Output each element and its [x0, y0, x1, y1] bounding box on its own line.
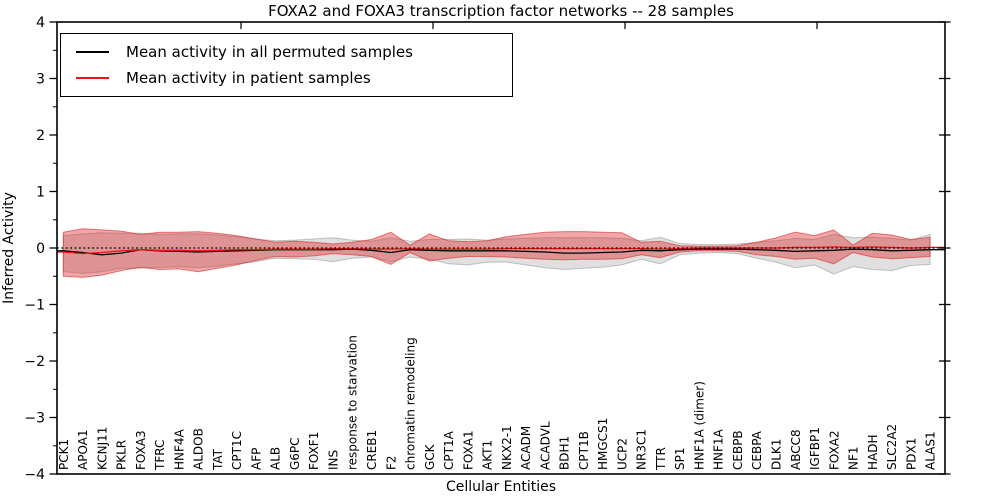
x-axis-entity-label: CEBPA	[750, 430, 764, 470]
y-axis-label: Inferred Activity	[1, 192, 17, 304]
patient-line-swatch	[76, 77, 109, 79]
x-axis-entity-label: SP1	[673, 448, 687, 471]
x-axis-entity-label: FOXA1	[461, 430, 475, 470]
x-axis-entity-label: AFP	[249, 448, 263, 470]
x-axis-entity-label: HNF4A	[172, 428, 186, 470]
x-axis-entity-label: HMGCS1	[596, 418, 610, 470]
x-axis-entity-label: TAT	[211, 448, 225, 471]
x-axis-entity-label: F2	[384, 455, 398, 470]
x-axis-entity-label: HNF1A	[712, 428, 726, 470]
x-axis-entity-label: CPT1B	[577, 431, 591, 470]
x-axis-entity-label: TFRC	[153, 440, 167, 471]
x-axis-entity-label: chromatin remodeling	[404, 337, 418, 470]
x-axis-entity-label: BDH1	[558, 436, 572, 470]
y-axis-tick-label: 1	[36, 185, 45, 201]
x-axis-entity-label: UCP2	[615, 438, 629, 470]
patient-mean-line	[57, 246, 945, 255]
x-axis-entity-label: GCK	[423, 443, 437, 470]
y-axis-tick-label: 4	[36, 15, 45, 31]
x-axis-entity-label: NF1	[847, 446, 861, 470]
x-axis-entity-label: APOA1	[76, 429, 90, 470]
permuted-mean-line	[57, 248, 945, 256]
legend: Mean activity in all permuted samples Me…	[60, 33, 513, 97]
permuted-line-swatch	[76, 51, 109, 53]
y-axis-tick-label: 2	[36, 128, 45, 144]
y-axis-tick-label: −4	[24, 467, 45, 483]
x-axis-entity-label: PKLR	[115, 440, 129, 470]
x-axis-entity-label: FOXF1	[307, 432, 321, 470]
x-axis-entity-label: ACADVL	[538, 421, 552, 470]
x-axis-entity-label: ALDOB	[192, 428, 206, 470]
x-axis-entity-label: PDX1	[904, 438, 918, 470]
x-axis-entity-label: FOXA2	[827, 430, 841, 470]
x-axis-entity-label: CREB1	[365, 430, 379, 470]
x-axis-entity-label: HNF1A (dimer)	[693, 381, 707, 470]
x-axis-entity-label: IGFBP1	[808, 427, 822, 470]
x-axis-entity-label: ALAS1	[924, 431, 938, 470]
x-axis-entity-label: NR3C1	[635, 429, 649, 470]
x-axis-entity-label: CEBPB	[731, 430, 745, 470]
x-axis-entity-label: ALB	[269, 447, 283, 470]
x-axis-label: Cellular Entities	[445, 479, 557, 495]
x-axis-entity-label: NKX2-1	[500, 425, 514, 470]
x-axis-entity-label: FOXA3	[134, 430, 148, 470]
x-axis-entity-label: response to starvation	[346, 335, 360, 470]
x-axis-entity-label: ABCC8	[789, 429, 803, 470]
plot-border	[56, 21, 946, 475]
x-axis-entity-label: KCNJ11	[95, 427, 109, 470]
legend-item-permuted: Mean activity in all permuted samples	[61, 39, 512, 65]
y-axis-tick-label: 3	[36, 72, 45, 88]
y-axis-tick-label: 0	[36, 241, 45, 257]
legend-label-permuted: Mean activity in all permuted samples	[126, 43, 413, 61]
x-axis-entity-label: ACADM	[519, 426, 533, 470]
x-axis-entity-label: SLC2A2	[885, 424, 899, 470]
patient-activity-range-band	[62, 228, 931, 278]
x-axis-entity-label: HADH	[866, 435, 880, 471]
y-axis-tick-label: −2	[24, 354, 45, 370]
x-axis-entity-label: CPT1A	[442, 430, 456, 470]
x-axis-entity-label: DLK1	[770, 439, 784, 470]
x-axis-entity-label: AKT1	[481, 440, 495, 470]
x-axis-entity-label: TTR	[654, 447, 668, 471]
x-axis-entity-label: CPT1C	[230, 431, 244, 470]
legend-item-patient: Mean activity in patient samples	[61, 65, 512, 91]
chart-title: FOXA2 and FOXA3 transcription factor net…	[268, 2, 734, 20]
legend-label-patient: Mean activity in patient samples	[126, 69, 371, 87]
x-axis-entity-label: PCK1	[57, 439, 71, 470]
y-axis-tick-label: −1	[24, 298, 45, 314]
y-axis-tick-label: −3	[24, 411, 45, 427]
x-axis-entity-label: INS	[327, 450, 341, 470]
x-axis-entity-label: G6PC	[288, 437, 302, 470]
permuted-activity-range-band	[62, 232, 931, 275]
